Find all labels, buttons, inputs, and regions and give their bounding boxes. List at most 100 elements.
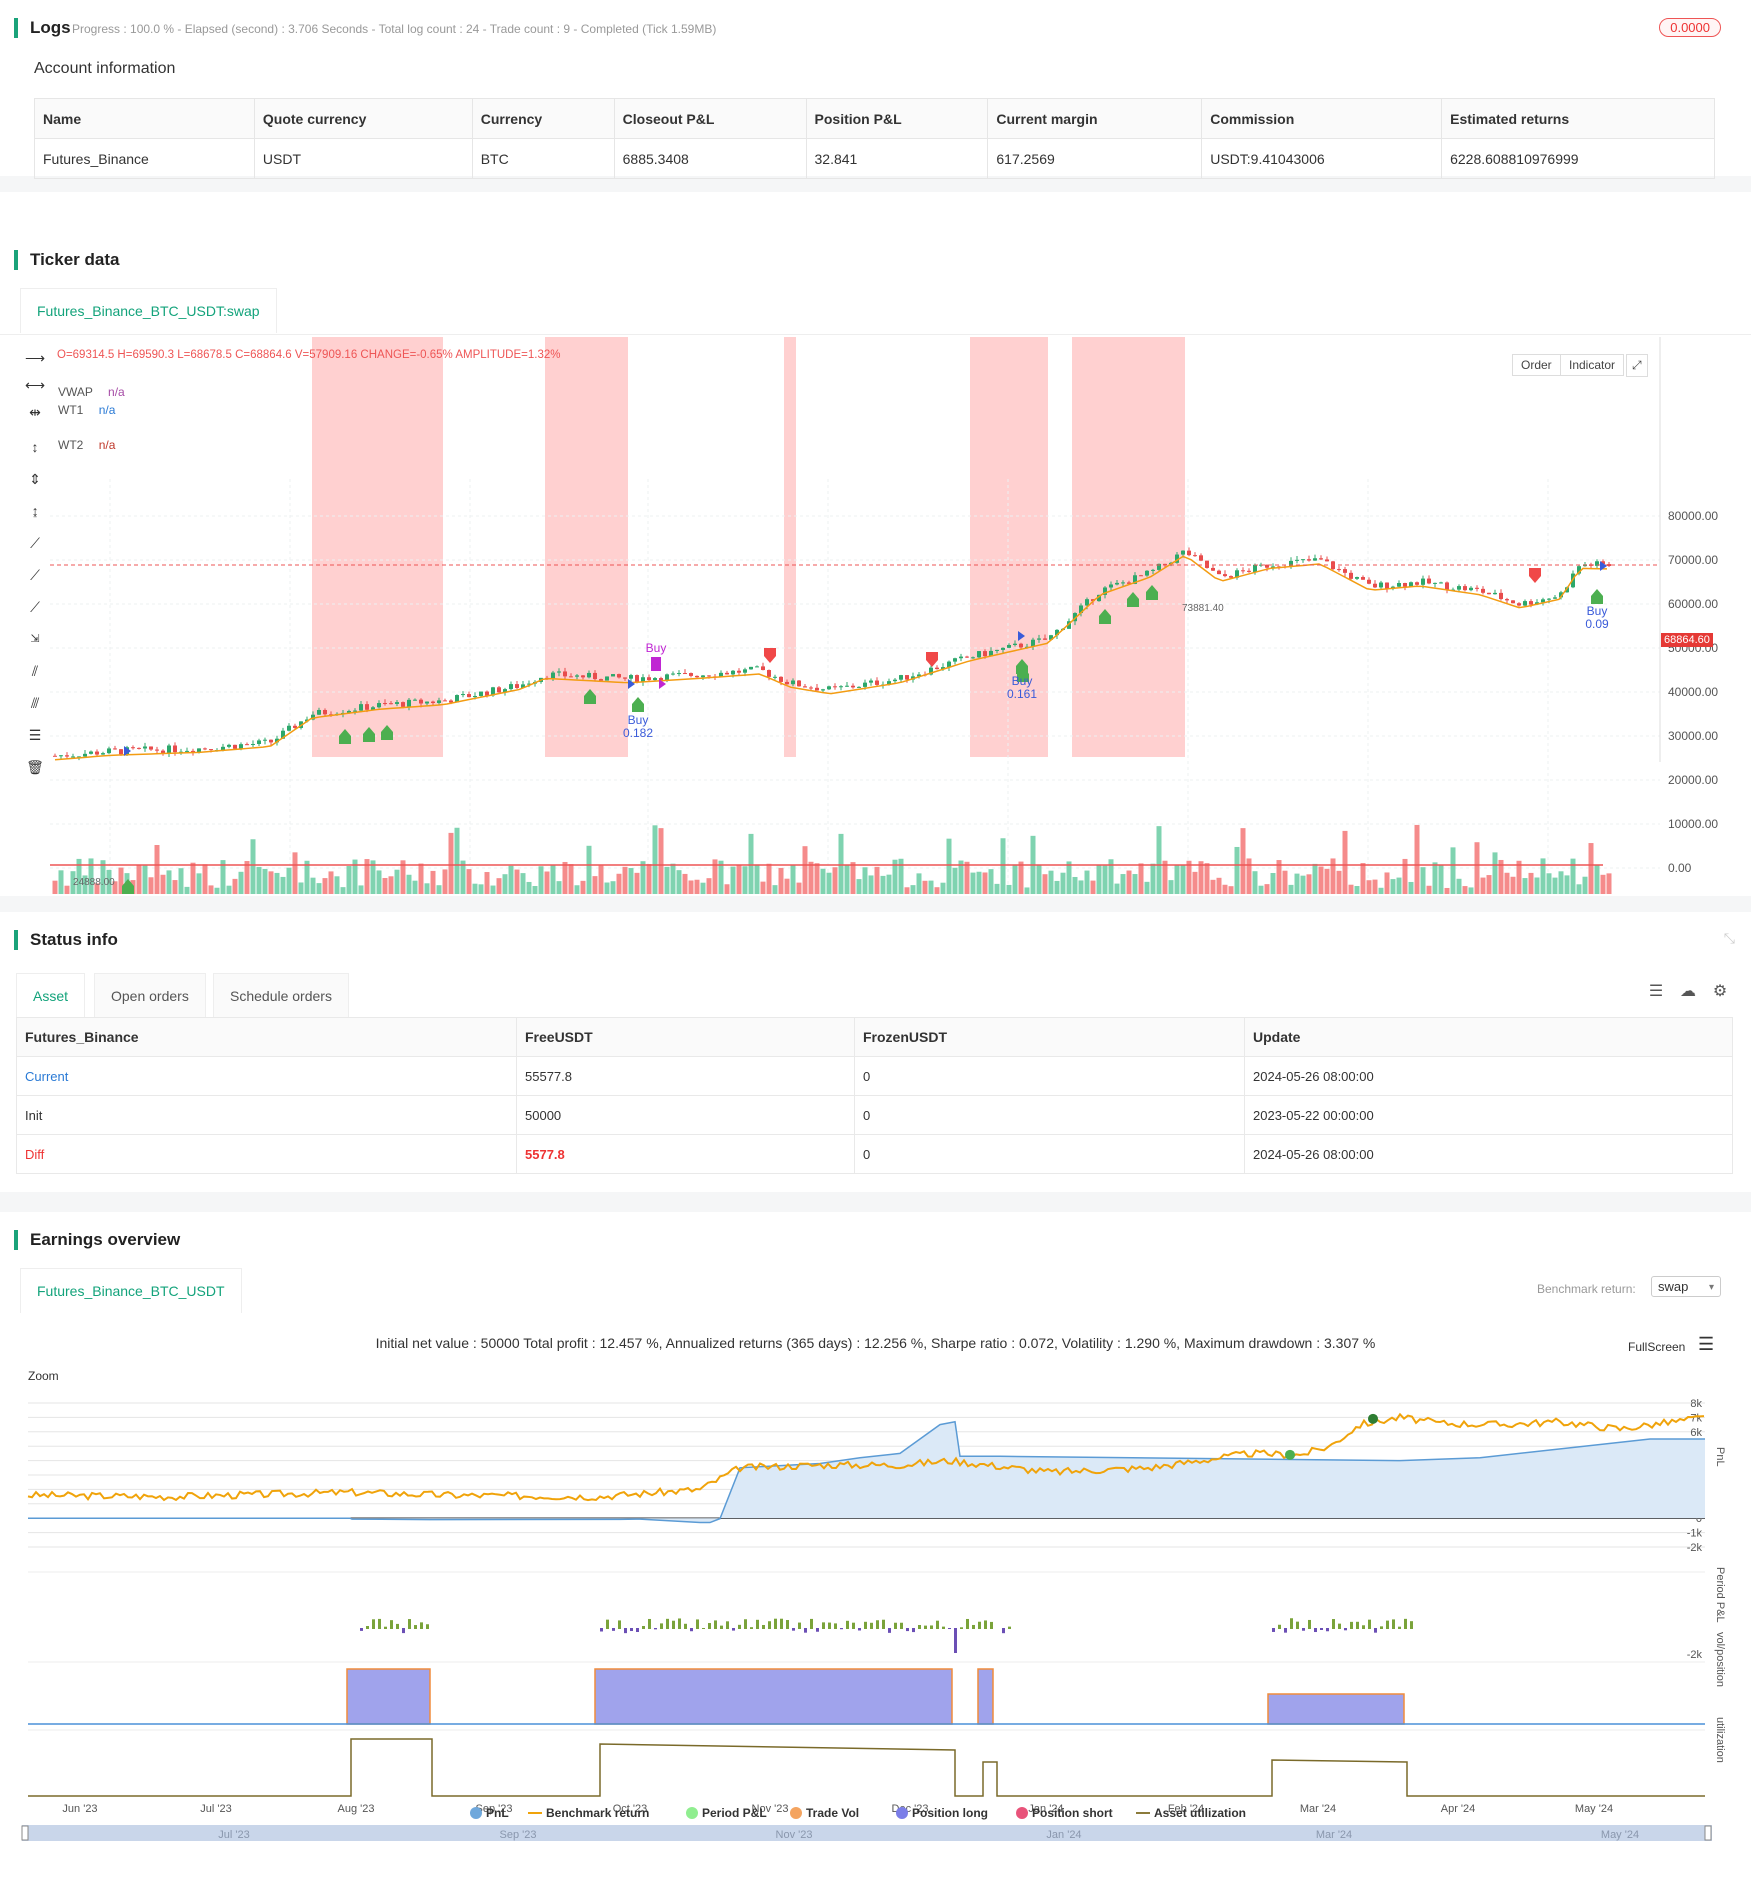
trade-label: Buy	[1587, 604, 1608, 618]
legend-swatch[interactable]	[896, 1807, 908, 1819]
volume-bar	[1582, 876, 1588, 894]
tab-asset[interactable]: Asset	[16, 973, 86, 1018]
legend-swatch[interactable]	[686, 1807, 698, 1819]
volume-bar	[118, 867, 124, 894]
candle-body	[383, 703, 387, 705]
tab-schedule-orders[interactable]: Schedule orders	[213, 973, 349, 1018]
vertical-line-tool-icon[interactable]: ↕	[31, 439, 39, 455]
period-pnl-bar	[834, 1623, 837, 1629]
volume-bar	[1348, 884, 1354, 894]
vertical-segment-tool-icon[interactable]: ↨	[31, 503, 39, 519]
segment-tool-icon[interactable]: ⟋	[30, 599, 40, 615]
crosshair-tool-icon[interactable]: ⟶	[24, 350, 46, 366]
order-button[interactable]: Order	[1512, 354, 1561, 376]
trade-label: Buy	[628, 713, 649, 727]
navigator-tick: Sep '23	[500, 1829, 537, 1841]
grid-tool-icon[interactable]: ☰	[28, 727, 42, 743]
legend-swatch[interactable]	[470, 1807, 482, 1819]
menu-icon[interactable]: ☰	[1698, 1334, 1715, 1354]
buy-arrow-marker	[1016, 659, 1028, 674]
legend-item-label[interactable]: Asset utilization	[1154, 1806, 1246, 1820]
volume-bar	[238, 871, 244, 894]
period-pnl-bar	[762, 1624, 765, 1629]
volume-bar	[1294, 873, 1300, 894]
volume-bar	[1450, 847, 1456, 894]
account-col-7: Estimated returns	[1441, 98, 1715, 139]
horizontal-line-tool-icon[interactable]: ⟷	[24, 377, 46, 393]
legend-wt1-value: n/a	[98, 403, 116, 417]
navigator-handle-left[interactable]	[21, 1825, 29, 1841]
volume-bar	[1234, 846, 1240, 894]
list-icon[interactable]: ☰	[1648, 983, 1664, 1000]
volume-bar	[784, 878, 790, 894]
trend-line-tool-icon[interactable]: ⟋	[30, 535, 40, 551]
candle-body	[1127, 582, 1131, 584]
volume-bar	[280, 876, 286, 894]
legend-item-label[interactable]: Benchmark return	[546, 1806, 649, 1820]
candle-body	[1121, 582, 1125, 584]
candle-body	[1559, 592, 1563, 598]
legend-swatch[interactable]	[790, 1807, 802, 1819]
candle-body	[455, 695, 459, 703]
tab-open-orders[interactable]: Open orders	[94, 973, 206, 1018]
volume-bar	[1474, 842, 1480, 894]
candle-body	[863, 682, 867, 687]
volume-bar	[322, 878, 328, 894]
volume-bar	[382, 877, 388, 894]
account-col-0: Name	[34, 98, 255, 139]
navigator-handle-right[interactable]	[1704, 1825, 1712, 1841]
fibonacci-tool-icon[interactable]: ⫻	[30, 695, 40, 711]
expand-icon[interactable]: ⤢	[1626, 354, 1648, 377]
candle-body	[59, 755, 63, 757]
period-pnl-bar	[360, 1628, 363, 1631]
row-label-current[interactable]: Current	[16, 1056, 517, 1096]
volume-bar	[250, 839, 256, 894]
benchmark-select[interactable]: swap ▾	[1651, 1276, 1721, 1297]
legend-swatch[interactable]	[1016, 1807, 1028, 1819]
indicator-button[interactable]: Indicator	[1560, 354, 1625, 376]
period-pnl-bar	[1374, 1628, 1377, 1633]
ray-tool-icon[interactable]: ⇹	[29, 404, 41, 420]
x-tick-label: Mar '24	[1300, 1803, 1336, 1815]
legend-item-label[interactable]: Position short	[1032, 1806, 1113, 1820]
volume-bar	[418, 863, 424, 894]
cloud-download-icon[interactable]: ☁	[1680, 983, 1696, 1000]
tab-ticker-symbol[interactable]: Futures_Binance_BTC_USDT:swap	[20, 288, 277, 333]
volume-bar	[1006, 884, 1012, 894]
tab-earnings-symbol[interactable]: Futures_Binance_BTC_USDT	[20, 1268, 242, 1313]
candle-body	[665, 674, 669, 681]
volume-bar	[1138, 863, 1144, 894]
candle-body	[515, 684, 519, 688]
earnings-chart[interactable]: 1h3h8h12h24hAll8k7k6k5k4k3k2k1k0-1k-2kPn…	[0, 1392, 1751, 1891]
period-pnl-bar	[756, 1619, 759, 1629]
collapse-icon[interactable]: ⤡	[1723, 930, 1735, 946]
legend-item-label[interactable]: Period P&L	[702, 1806, 767, 1820]
trend-ray-tool-icon[interactable]: ⟋	[30, 567, 40, 583]
trash-icon[interactable]: 🗑	[26, 759, 44, 775]
parallel-channel-tool-icon[interactable]: ⫽	[31, 663, 39, 679]
sell-flag-marker	[651, 657, 661, 671]
vertical-ray-tool-icon[interactable]: ⇕	[29, 471, 41, 487]
price-label-tool-icon[interactable]: ⇲	[30, 633, 40, 645]
settings-gear-icon[interactable]: ⚙	[1712, 983, 1728, 1000]
volume-bar	[184, 886, 190, 894]
volume-bar	[1210, 879, 1216, 894]
candle-body	[821, 689, 825, 691]
candle-body	[1073, 613, 1077, 622]
candle-body	[293, 725, 297, 728]
period-pnl-bar	[1008, 1626, 1011, 1629]
candle-body	[1163, 563, 1167, 565]
legend-item-label[interactable]: Position long	[912, 1806, 988, 1820]
legend-item-label[interactable]: PnL	[486, 1806, 509, 1820]
ticker-title: Ticker data	[14, 250, 119, 270]
candle-body	[1229, 576, 1233, 578]
fullscreen-button[interactable]: FullScreen	[1628, 1340, 1686, 1354]
navigator-bar[interactable]	[22, 1825, 1712, 1841]
sell-arrow-marker	[926, 652, 938, 667]
benchmark-label: Benchmark return:	[1537, 1282, 1636, 1296]
volume-bar	[1498, 859, 1504, 894]
period-tick: -2k	[1687, 1649, 1703, 1661]
chart-area	[0, 334, 1751, 896]
legend-item-label[interactable]: Trade Vol	[806, 1806, 859, 1820]
